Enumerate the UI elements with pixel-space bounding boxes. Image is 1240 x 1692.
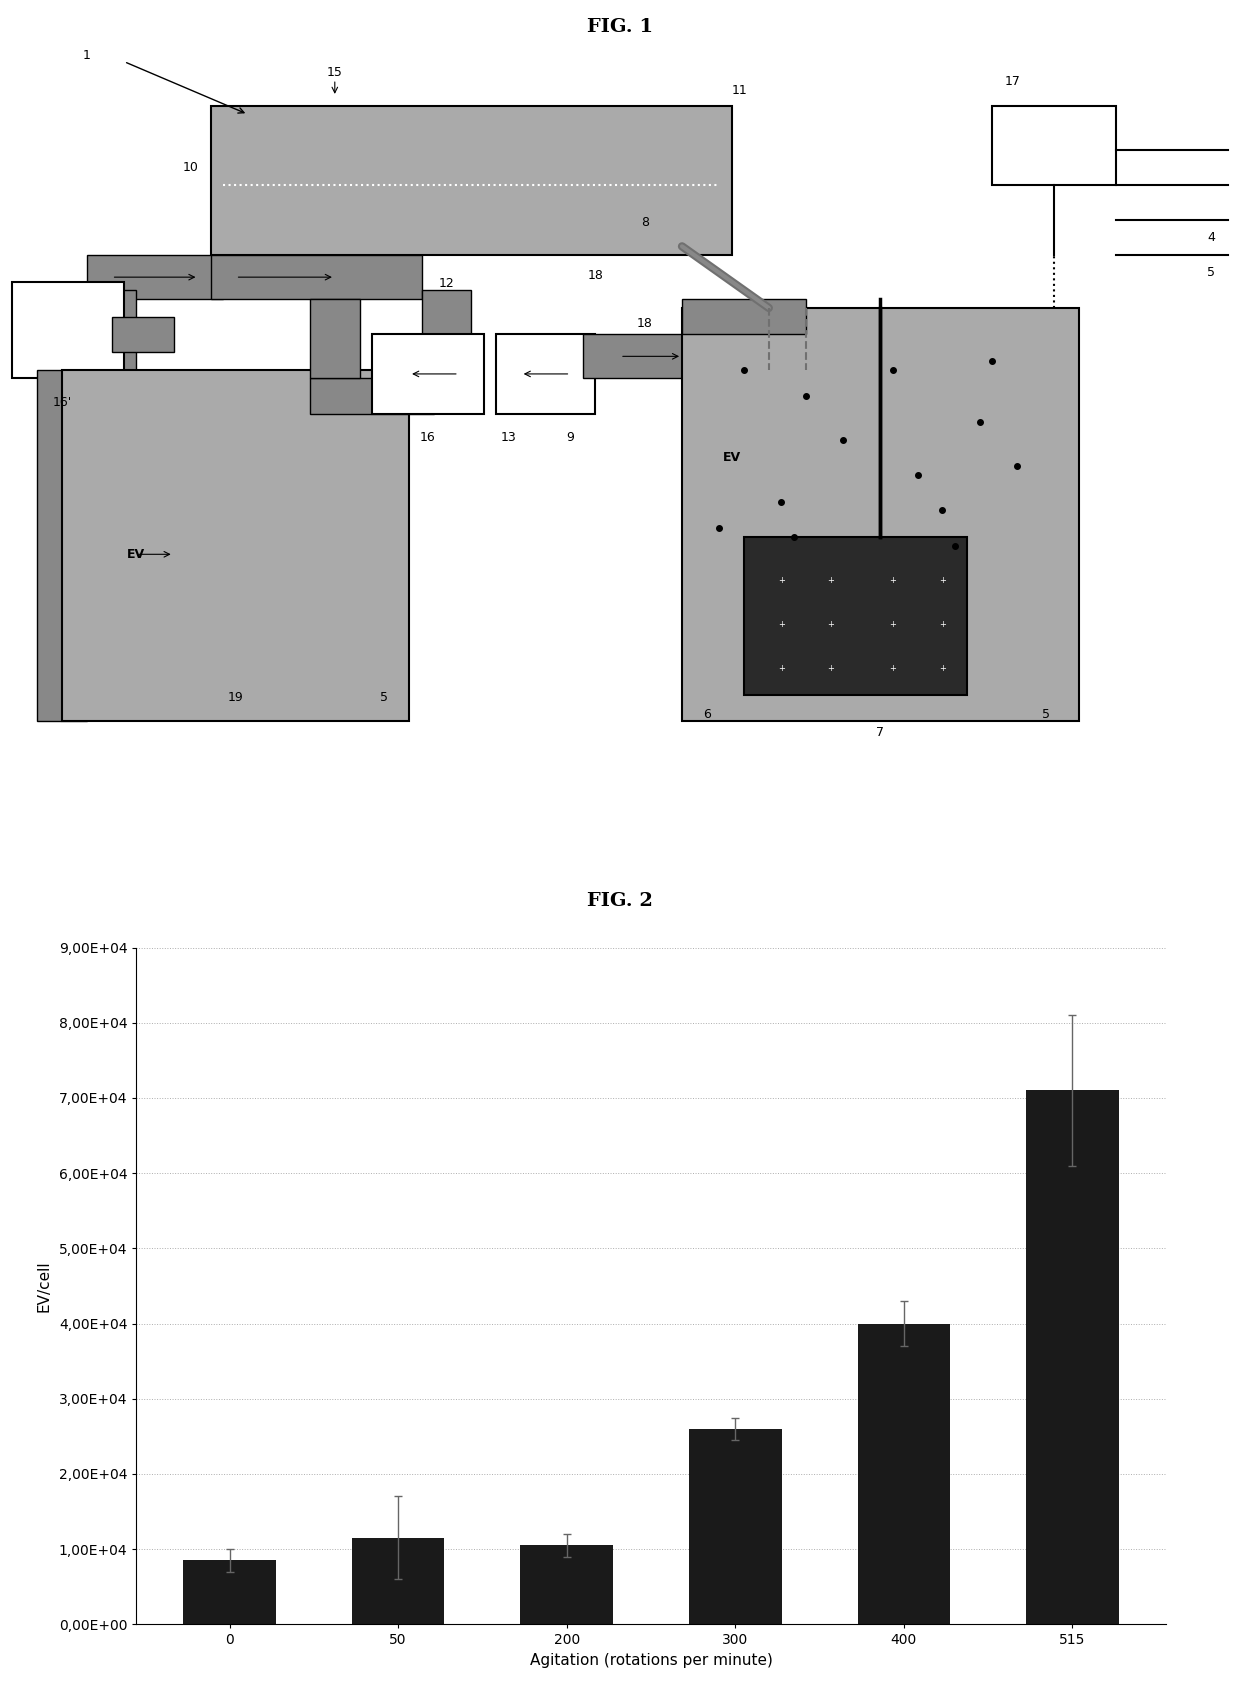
Text: +: + (777, 577, 785, 585)
Text: 11: 11 (732, 85, 748, 96)
Text: 10: 10 (182, 161, 198, 174)
Text: +: + (777, 665, 785, 673)
Bar (1025, 1090, 1118, 1624)
Bar (310, 379, 434, 413)
Bar (112, 316, 174, 352)
Text: 6: 6 (703, 709, 711, 721)
Text: 18: 18 (637, 316, 652, 330)
Bar (372, 335, 484, 413)
Text: 12: 12 (439, 277, 454, 291)
Text: FIG. 2: FIG. 2 (587, 892, 653, 910)
Text: +: + (939, 621, 946, 629)
Text: 16': 16' (52, 396, 72, 409)
Text: +: + (889, 621, 897, 629)
Text: 5: 5 (1042, 709, 1049, 721)
Bar (583, 335, 707, 379)
Text: +: + (889, 577, 897, 585)
Text: 19: 19 (228, 690, 243, 704)
Text: 9: 9 (567, 431, 574, 443)
Bar (87, 291, 136, 396)
X-axis label: Agitation (rotations per minute): Agitation (rotations per minute) (529, 1653, 773, 1668)
Text: +: + (827, 665, 835, 673)
Bar (521, 1545, 613, 1624)
Text: +: + (827, 621, 835, 629)
Bar (496, 335, 595, 413)
Text: +: + (939, 577, 946, 585)
Bar (87, 255, 223, 299)
Text: 13: 13 (501, 431, 516, 443)
Text: 4: 4 (1208, 232, 1215, 244)
Bar (352, 1538, 444, 1624)
Bar (682, 299, 806, 335)
Text: 7: 7 (877, 726, 884, 739)
Text: +: + (777, 621, 785, 629)
Bar (211, 105, 732, 255)
Text: 5: 5 (1208, 266, 1215, 279)
Text: +: + (827, 577, 835, 585)
Bar (12, 281, 124, 379)
Text: 16: 16 (420, 431, 435, 443)
Text: +: + (939, 665, 946, 673)
Bar (211, 255, 422, 299)
Text: 18: 18 (588, 269, 603, 281)
Text: 1: 1 (83, 49, 91, 61)
Bar (682, 308, 1079, 721)
Y-axis label: EV/cell: EV/cell (37, 1261, 52, 1311)
Text: 15: 15 (327, 66, 342, 80)
Text: FIG. 1: FIG. 1 (587, 17, 653, 36)
Text: +: + (889, 665, 897, 673)
Bar (37, 369, 87, 721)
Bar (744, 536, 967, 695)
Bar (62, 369, 409, 721)
Text: 5: 5 (381, 690, 388, 704)
Bar (422, 291, 471, 379)
Text: EV: EV (723, 452, 740, 464)
Bar (184, 1560, 277, 1624)
Text: 8: 8 (641, 217, 649, 228)
Bar (689, 1428, 781, 1624)
Bar (310, 299, 360, 379)
Text: EV: EV (128, 548, 145, 560)
Bar (992, 105, 1116, 184)
Text: 17: 17 (1004, 74, 1021, 88)
Bar (858, 1323, 950, 1624)
